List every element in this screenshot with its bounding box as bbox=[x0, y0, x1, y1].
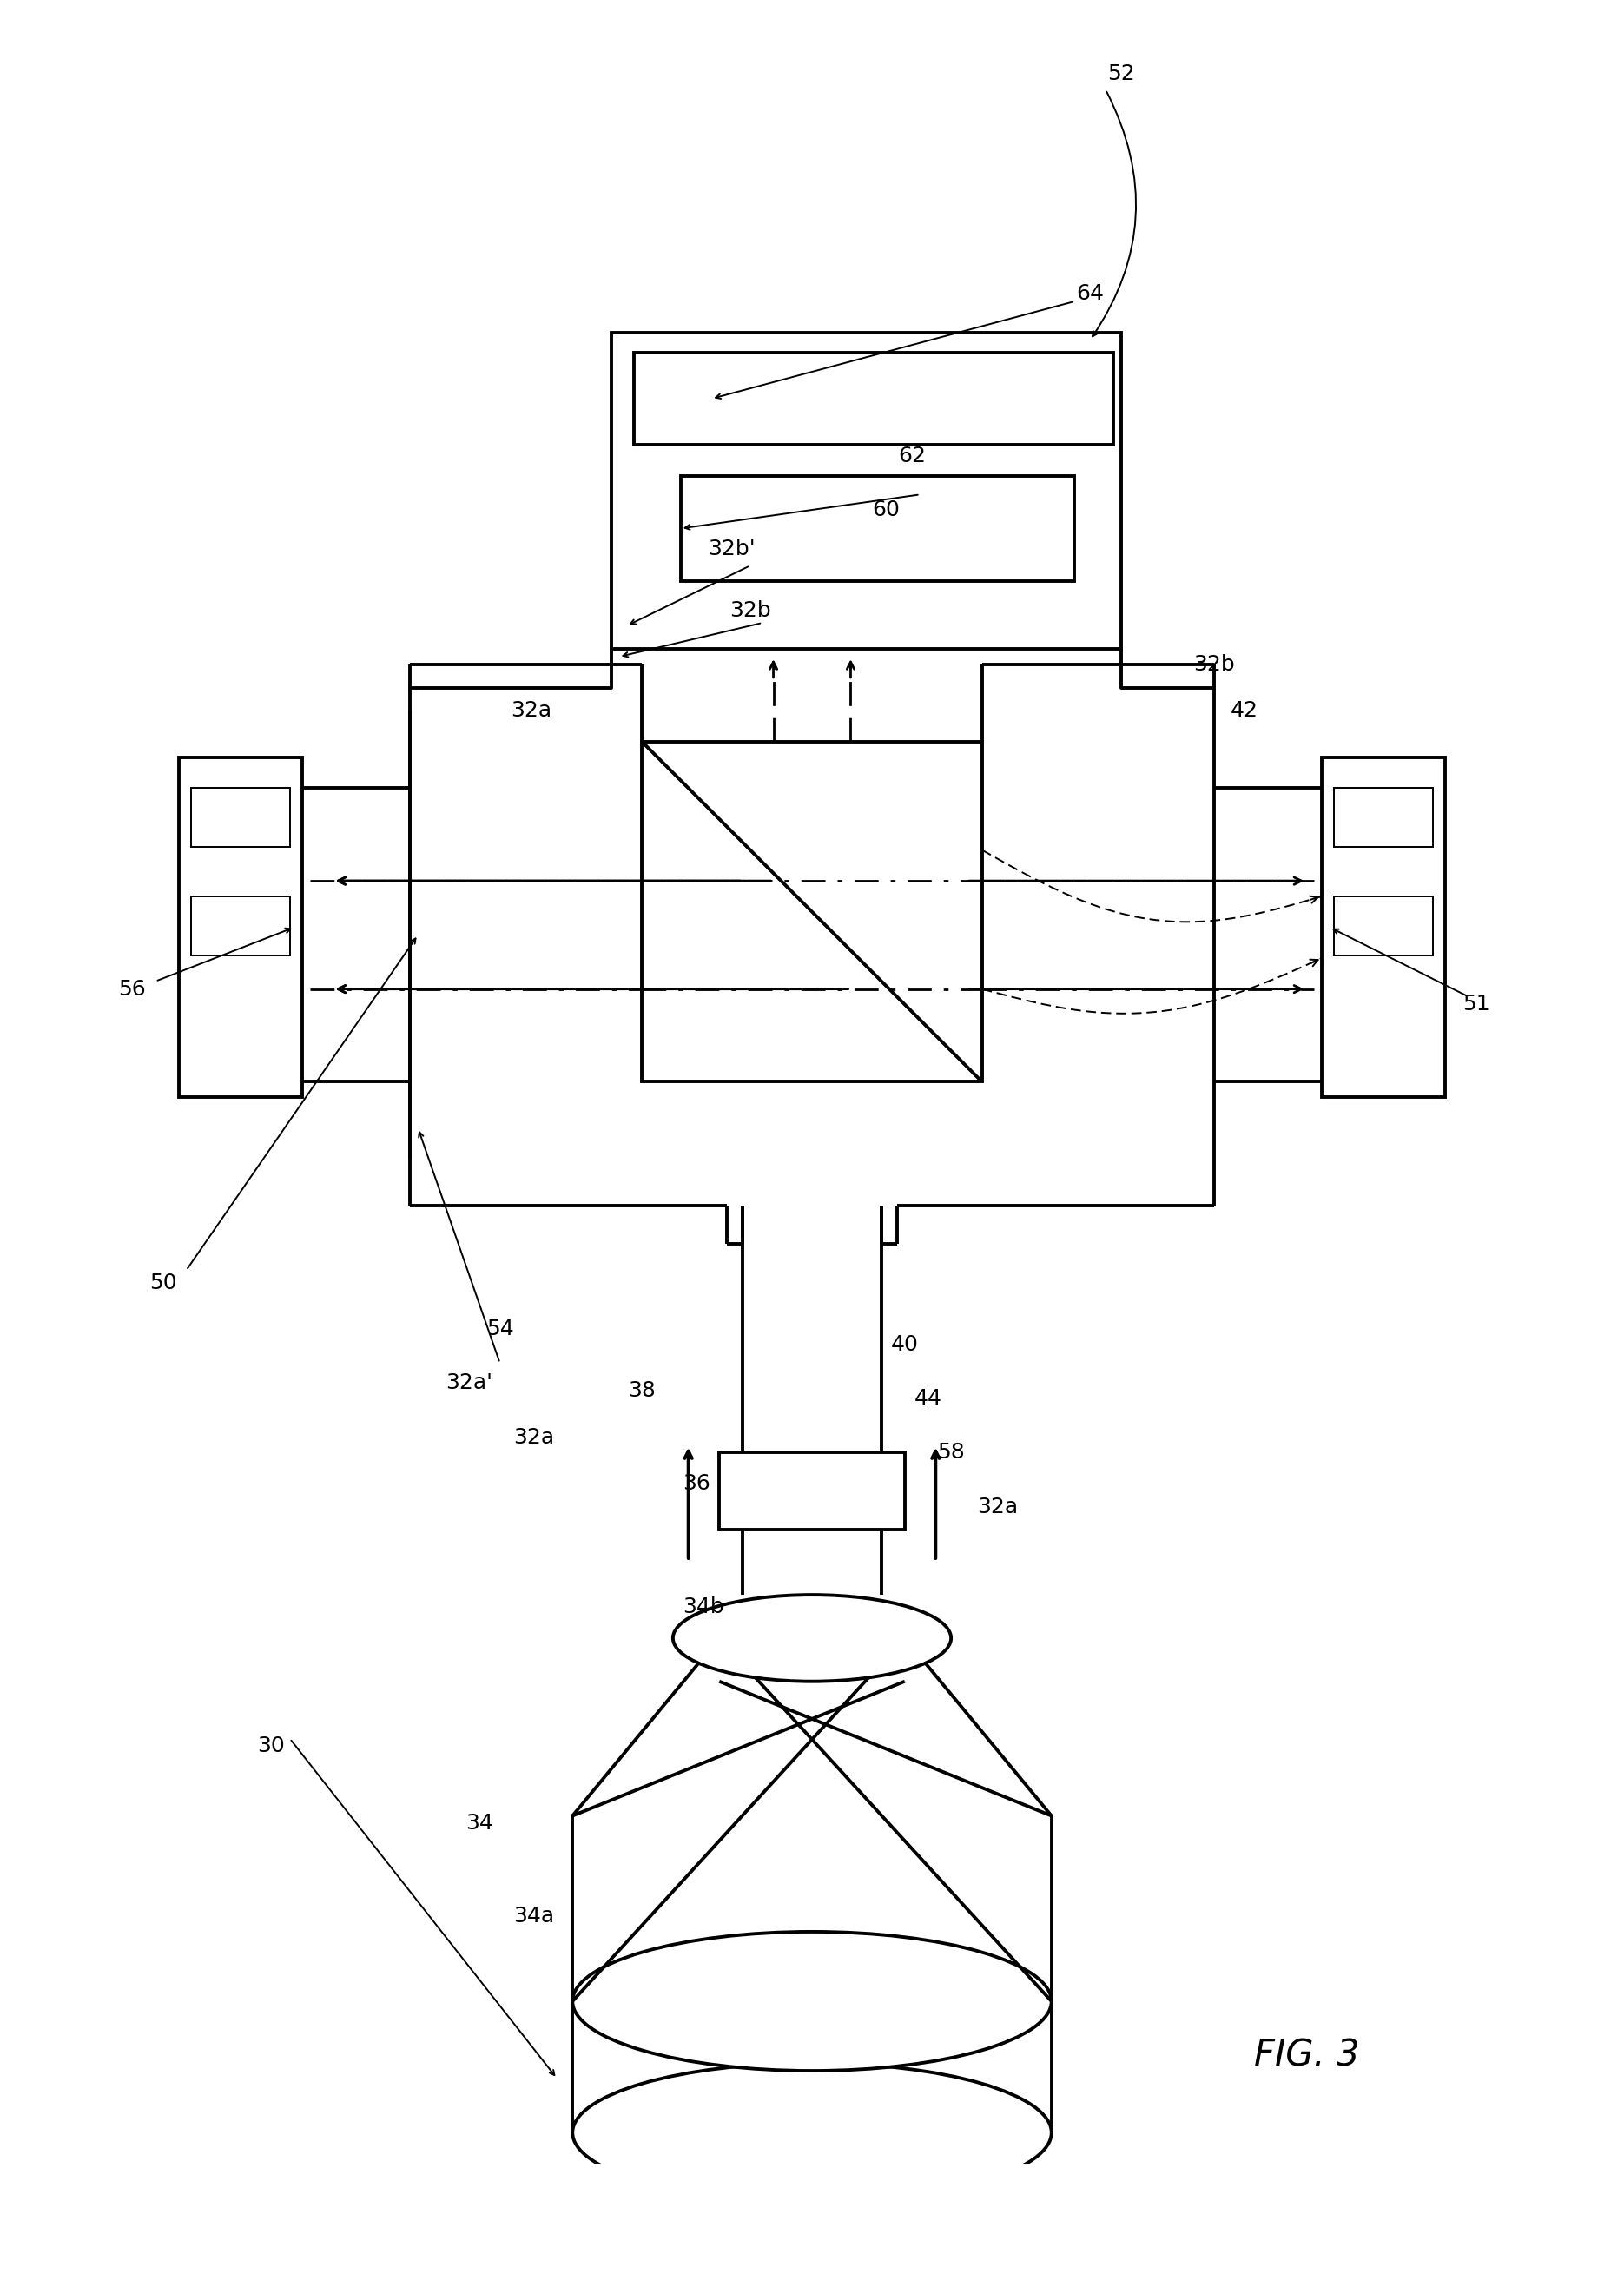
Text: 52: 52 bbox=[1108, 64, 1135, 84]
Bar bbox=[192, 789, 289, 846]
Text: 54: 54 bbox=[486, 1319, 513, 1339]
Text: 36: 36 bbox=[682, 1474, 710, 1494]
Text: 34b: 34b bbox=[684, 1596, 724, 1617]
Bar bbox=[680, 475, 1075, 582]
Bar bbox=[179, 757, 302, 1098]
Text: 50: 50 bbox=[149, 1271, 177, 1294]
Bar bbox=[641, 741, 983, 1082]
Text: 32a': 32a' bbox=[445, 1373, 492, 1394]
Text: 62: 62 bbox=[898, 446, 926, 466]
Bar bbox=[719, 1453, 905, 1530]
Text: 38: 38 bbox=[628, 1380, 656, 1401]
Text: 32a: 32a bbox=[510, 700, 551, 721]
Ellipse shape bbox=[573, 2063, 1051, 2201]
Bar bbox=[611, 332, 1121, 648]
Text: 60: 60 bbox=[872, 500, 900, 521]
Bar bbox=[1335, 896, 1432, 955]
Text: 32b: 32b bbox=[1194, 655, 1234, 675]
Text: 32a: 32a bbox=[513, 1426, 554, 1449]
Bar bbox=[1335, 789, 1432, 846]
Bar bbox=[192, 896, 289, 955]
Text: 44: 44 bbox=[914, 1387, 942, 1410]
Text: 42: 42 bbox=[1231, 700, 1259, 721]
Text: 32b': 32b' bbox=[708, 539, 755, 559]
Text: 56: 56 bbox=[119, 978, 146, 1001]
Text: 34: 34 bbox=[466, 1812, 494, 1833]
Text: 40: 40 bbox=[892, 1335, 919, 1355]
Text: 32a: 32a bbox=[978, 1496, 1018, 1517]
Bar bbox=[635, 352, 1114, 446]
Ellipse shape bbox=[672, 1594, 952, 1680]
Text: 32b: 32b bbox=[729, 600, 771, 621]
Bar bbox=[1322, 757, 1445, 1098]
Text: 58: 58 bbox=[937, 1442, 965, 1462]
Text: 51: 51 bbox=[1463, 994, 1491, 1014]
Text: 34a: 34a bbox=[513, 1906, 554, 1926]
Text: FIG. 3: FIG. 3 bbox=[1254, 2038, 1359, 2074]
Ellipse shape bbox=[573, 1931, 1051, 2072]
Text: 30: 30 bbox=[258, 1735, 284, 1758]
Text: 64: 64 bbox=[1077, 284, 1104, 305]
